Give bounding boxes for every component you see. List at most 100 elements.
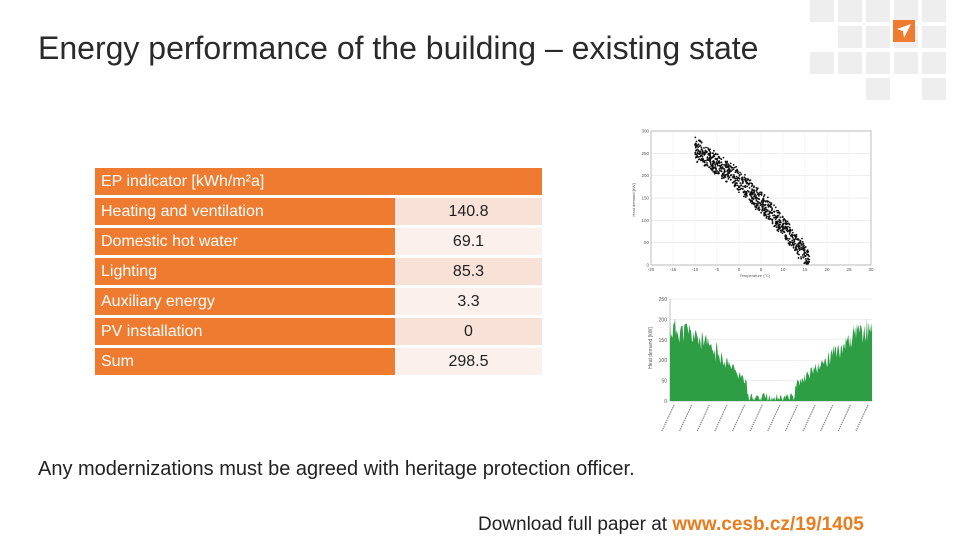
data-point (754, 197, 757, 200)
y-tick-label: 250 (641, 151, 649, 156)
data-point (762, 198, 764, 201)
data-point (718, 162, 721, 164)
data-point (760, 203, 763, 206)
x-tick-label (802, 404, 816, 432)
x-tick-label (784, 404, 798, 432)
data-point (722, 167, 724, 170)
data-point (723, 168, 726, 170)
data-point (743, 176, 746, 179)
data-point (788, 238, 791, 240)
data-point (771, 222, 774, 225)
data-point (796, 252, 799, 255)
data-point (773, 216, 776, 219)
x-tick-label (732, 404, 746, 432)
data-point (797, 257, 800, 259)
data-point (724, 170, 726, 173)
data-point (732, 168, 735, 171)
data-point (788, 226, 791, 229)
data-point (746, 189, 749, 192)
data-point (738, 191, 740, 194)
data-point (770, 202, 773, 204)
data-point (742, 185, 744, 188)
data-point (764, 214, 767, 217)
data-point (721, 166, 724, 169)
data-point (772, 214, 774, 217)
data-point (783, 218, 786, 221)
data-point (715, 161, 718, 163)
data-point (775, 226, 778, 229)
page-title: Energy performance of the building – exi… (38, 30, 759, 66)
data-point (709, 160, 711, 163)
data-point (700, 146, 703, 149)
download-link[interactable]: www.cesb.cz/19/1405 (672, 514, 864, 535)
data-point (806, 250, 808, 252)
data-point (736, 168, 738, 171)
data-point (774, 206, 777, 209)
data-point (706, 164, 709, 167)
x-tick-label: 0 (738, 267, 741, 272)
data-point (729, 165, 732, 168)
data-point (714, 158, 717, 160)
data-point (801, 241, 804, 243)
data-point (721, 175, 723, 178)
data-point (720, 158, 723, 161)
scatter-x-ticks: -20 -15 -10 -5 0 5 10 15 20 25 30 (648, 267, 874, 272)
y-tick-label: 200 (659, 317, 668, 323)
data-point (756, 208, 759, 210)
y-tick-label: 150 (659, 338, 668, 344)
data-point (790, 244, 793, 247)
data-point (734, 169, 737, 172)
data-point (727, 163, 729, 166)
data-point (704, 149, 707, 152)
data-point (762, 205, 764, 208)
data-point (732, 176, 735, 179)
x-tick-label (749, 404, 763, 432)
data-point (695, 153, 698, 156)
data-point (742, 180, 744, 183)
data-point (756, 197, 759, 200)
x-tick-label: -10 (692, 267, 699, 272)
data-point (720, 170, 723, 173)
data-point (762, 203, 765, 206)
x-tick-label: 25 (846, 267, 852, 272)
data-point (778, 218, 781, 221)
x-tick-label: -20 (648, 267, 655, 272)
data-point (705, 159, 707, 162)
data-point (782, 230, 785, 233)
data-point (707, 152, 710, 155)
row-value: 298.5 (395, 348, 542, 375)
x-tick-label (696, 404, 710, 432)
data-point (804, 255, 806, 258)
x-tick-label: 15 (802, 267, 808, 272)
data-point (698, 155, 701, 158)
data-point (789, 234, 792, 237)
data-point (730, 170, 732, 173)
data-point (702, 160, 705, 163)
x-tick-label: -15 (670, 267, 677, 272)
data-point (764, 200, 766, 203)
data-point (803, 262, 806, 265)
data-point (789, 228, 791, 231)
data-point (803, 251, 806, 254)
data-point (716, 163, 719, 165)
data-point (794, 248, 797, 251)
data-point (771, 208, 773, 211)
data-point (725, 180, 728, 183)
data-point (795, 235, 798, 238)
data-point (714, 172, 717, 174)
data-point (769, 203, 772, 206)
data-point (798, 249, 801, 252)
data-point (767, 218, 770, 220)
data-point (735, 175, 738, 178)
data-point (726, 170, 729, 172)
y-tick-label: 250 (659, 297, 668, 303)
data-point (700, 141, 703, 144)
data-point (763, 207, 766, 210)
data-point (696, 161, 699, 164)
y-tick-label: 100 (641, 218, 649, 223)
data-point (712, 155, 715, 158)
data-point (743, 195, 745, 198)
data-point (699, 151, 702, 154)
data-point (778, 212, 781, 215)
data-point (762, 201, 765, 204)
